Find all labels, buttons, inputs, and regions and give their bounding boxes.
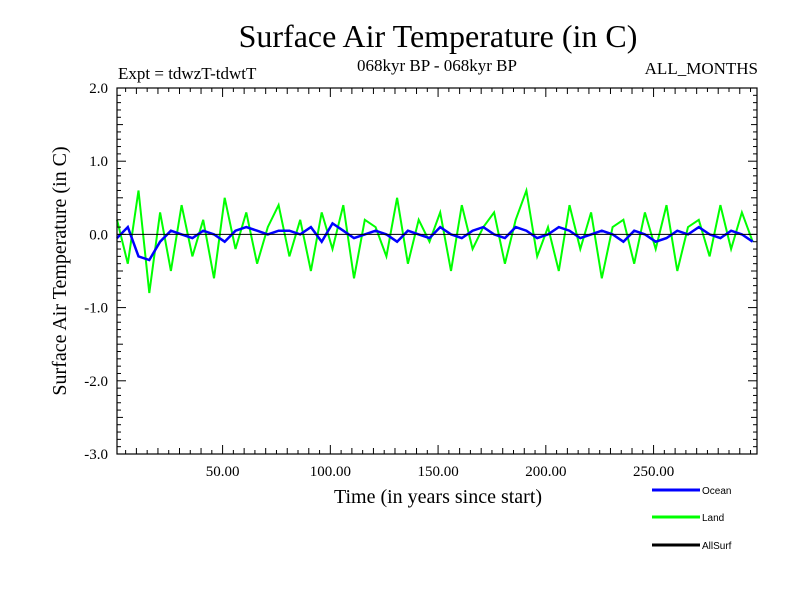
x-tick-label: 200.00 xyxy=(525,464,566,480)
plot-series xyxy=(116,186,754,294)
legend-label-allsurf: AllSurf xyxy=(702,541,732,552)
x-tick-label: 250.00 xyxy=(633,464,674,480)
series-line-land xyxy=(116,186,754,294)
chart-subtitle-left: Expt = tdwzT-tdwtT xyxy=(118,64,257,83)
chart-subtitle-right: ALL_MONTHS xyxy=(645,59,758,78)
series-line-ocean xyxy=(116,221,754,262)
plot-frame xyxy=(116,87,758,455)
y-tick-label: 1.0 xyxy=(89,154,108,170)
chart-subtitle-center: 068kyr BP - 068kyr BP xyxy=(357,56,517,75)
axis-tick-labels: 50.00 100.00 150.00 200.00 250.00 2.0 1.0 0.0 -1… xyxy=(84,81,674,480)
x-tick-label: 150.00 xyxy=(417,464,458,480)
legend: Ocean Land AllSurf xyxy=(652,486,732,552)
y-axis-label: Surface Air Temperature (in C) xyxy=(49,146,71,395)
y-tick-label: -2.0 xyxy=(84,374,108,390)
x-axis-label: Time (in years since start) xyxy=(334,486,542,508)
y-tick-label: 0.0 xyxy=(89,227,108,243)
y-tick-label: -1.0 xyxy=(84,301,108,317)
y-tick-label: 2.0 xyxy=(89,81,108,97)
chart-title: Surface Air Temperature (in C) xyxy=(239,18,638,54)
legend-label-ocean: Ocean xyxy=(702,486,731,497)
x-tick-label: 100.00 xyxy=(310,464,351,480)
x-tick-label: 50.00 xyxy=(206,464,240,480)
y-tick-label: -3.0 xyxy=(84,447,108,463)
legend-label-land: Land xyxy=(702,513,724,524)
